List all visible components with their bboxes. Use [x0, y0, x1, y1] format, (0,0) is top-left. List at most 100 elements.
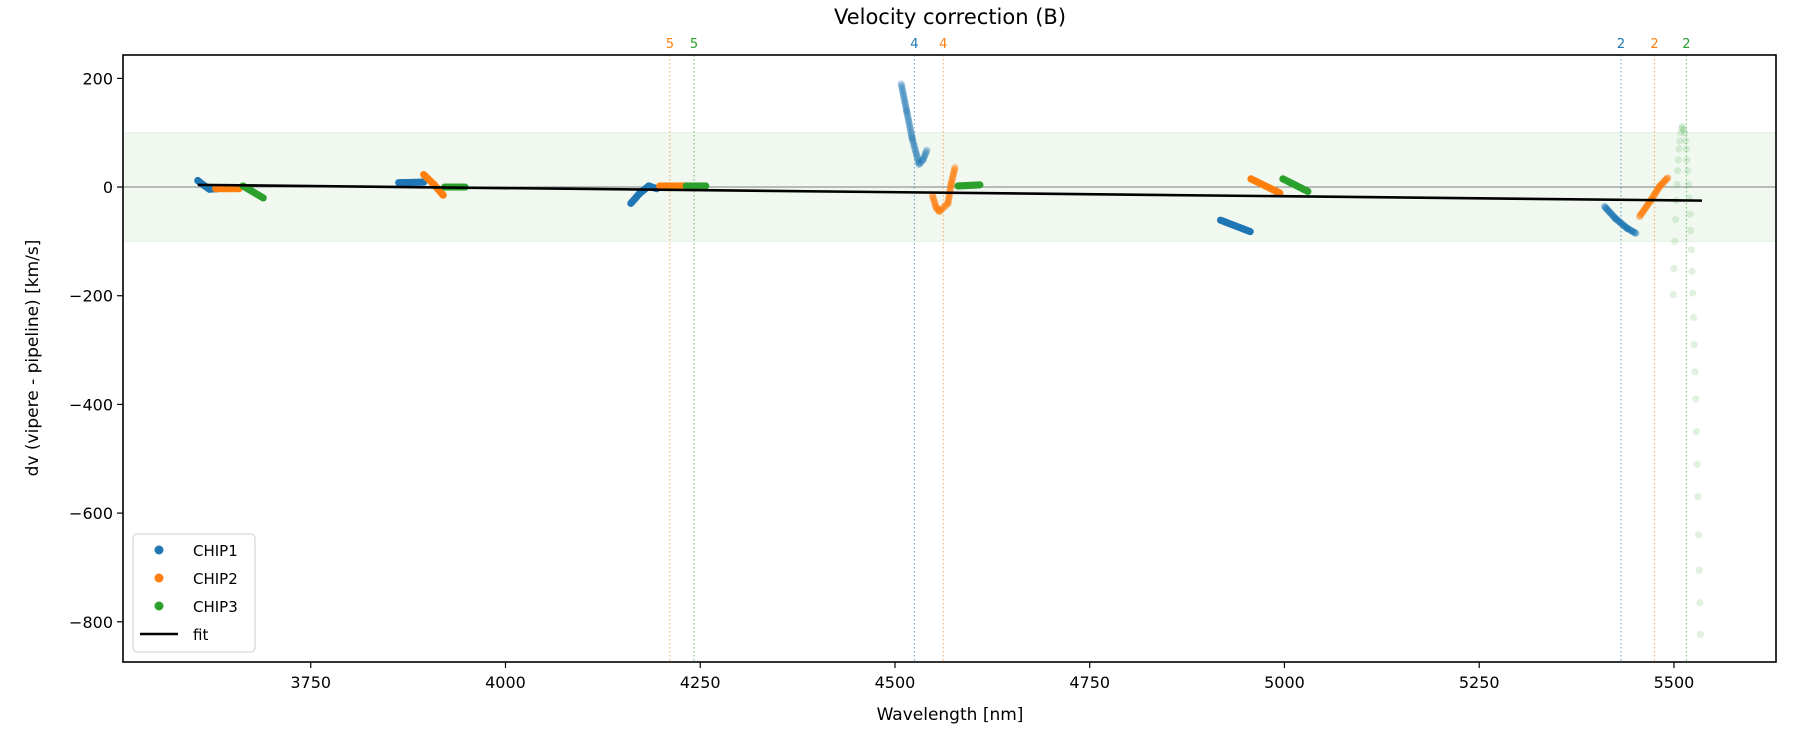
data-point-chip2: [936, 206, 945, 215]
data-point-chip2: [1656, 182, 1664, 190]
data-point-chip1: [915, 160, 923, 168]
data-point-chip3: [1695, 566, 1703, 574]
data-point-chip1: [910, 141, 918, 149]
data-point-chip3: [1687, 245, 1695, 254]
data-point-chip2: [1657, 181, 1665, 189]
data-point-chip3: [1686, 210, 1694, 218]
data-point-chip2: [930, 197, 938, 205]
order-label: 5: [690, 37, 698, 52]
x-tick-label: 5250: [1459, 673, 1500, 692]
data-point-chip2: [1651, 189, 1659, 197]
data-point-chip1: [1609, 212, 1618, 220]
data-point-chip1: [915, 160, 923, 168]
data-point-chip1: [920, 153, 928, 162]
x-axis: 3750 4000 4250 4500 4750 5000 5250 5500: [290, 662, 1694, 692]
x-tick-label: 4250: [680, 673, 721, 692]
data-point-chip3: [1680, 129, 1689, 137]
data-point-chip1: [905, 120, 913, 128]
data-point-chip1: [904, 115, 912, 124]
data-point-chip1: [905, 117, 913, 125]
data-point-chip1: [914, 157, 922, 166]
y-axis: 200 0 −200 −400 −600 −800: [69, 69, 123, 632]
data-point-chip2: [944, 198, 952, 206]
x-tick-label: 3750: [290, 673, 331, 692]
data-point-chip2: [930, 198, 939, 206]
data-point-chip1: [897, 80, 905, 88]
data-point-chip1: [1615, 217, 1623, 225]
data-point-chip2: [950, 168, 958, 176]
data-point-chip2: [933, 205, 941, 213]
data-point-chip2: [1650, 190, 1659, 199]
data-point-chip3: [1683, 156, 1691, 164]
data-point-chip3: [1669, 291, 1677, 299]
fit-line: [197, 183, 1703, 202]
data-point-chip2: [929, 194, 937, 202]
data-point-chip1: [1610, 213, 1619, 222]
data-point-chip1: [901, 100, 909, 108]
legend-marker-chip3: [154, 601, 164, 611]
data-point-chip1: [908, 134, 916, 142]
chart-title: Velocity correction (B): [834, 5, 1066, 29]
data-point-chip2: [951, 163, 959, 172]
data-point-chip1: [1623, 224, 1631, 232]
data-point-chip3: [1690, 341, 1698, 349]
data-point-chip1: [902, 103, 910, 111]
data-point-chip3: [1696, 599, 1704, 607]
data-point-chip1: [1632, 229, 1640, 237]
data-point-chip1: [1629, 228, 1637, 236]
data-point-chip3: [1696, 630, 1705, 638]
data-point-chip2: [1653, 186, 1662, 194]
data-point-chip2: [1658, 180, 1666, 188]
legend-label: CHIP1: [193, 542, 238, 560]
data-point-chip2: [931, 201, 939, 209]
data-point-chip1: [1624, 225, 1633, 233]
data-point-chip1: [1603, 205, 1611, 213]
data-point-chip1: [1617, 219, 1625, 227]
data-point-chip1: [907, 130, 915, 138]
data-point-chip1: [922, 148, 930, 157]
legend-box: [132, 533, 256, 653]
data-point-chip1: [911, 145, 919, 153]
x-tick-label: 4750: [1069, 673, 1110, 692]
data-point-chip3: [1689, 289, 1697, 297]
data-point-chip3: [1682, 145, 1690, 153]
data-point-chip2: [949, 170, 957, 179]
data-point-chip1: [906, 124, 914, 132]
y-axis-label: dv (vipere - pipeline) [km/s]: [23, 240, 43, 477]
data-point-chip1: [1626, 226, 1634, 234]
axes-frame: [122, 54, 1777, 663]
y-tick-label: −200: [69, 287, 113, 306]
data-point-chip1: [909, 137, 917, 145]
data-point-chip3: [1678, 124, 1686, 132]
data-point-chip2: [1654, 184, 1662, 193]
data-point-chip1: [907, 131, 916, 139]
data-point-chip1: [1630, 228, 1639, 237]
data-point-chip1: [1616, 218, 1624, 226]
data-point-chip1: [1627, 226, 1635, 235]
data-point-chip2: [932, 204, 940, 212]
data-point-chip1: [1603, 206, 1612, 214]
data-point-chip1: [899, 88, 907, 96]
data-point-chip2: [940, 203, 948, 212]
data-point-chip2: [1641, 205, 1649, 213]
data-point-chip2: [439, 191, 447, 199]
data-point-chip1: [1620, 222, 1628, 230]
data-point-chip3: [1684, 180, 1693, 188]
data-point-chip1: [912, 151, 921, 159]
data-point-chip3: [1676, 137, 1684, 145]
data-point-chip1: [915, 159, 923, 167]
data-point-chip1: [1604, 207, 1613, 215]
data-point-chip2: [944, 199, 952, 207]
data-point-chip3: [259, 194, 267, 202]
data-point-chip2: [944, 196, 953, 205]
data-point-chip1: [1602, 204, 1610, 212]
data-point-chip1: [903, 108, 911, 117]
data-point-chip1: [911, 146, 920, 155]
data-point-chip1: [903, 111, 912, 119]
data-point-chip1: [906, 123, 914, 131]
data-point-chip1: [902, 104, 910, 112]
data-point-chip2: [1656, 182, 1664, 190]
data-point-chip2: [951, 165, 959, 173]
data-point-chip1: [912, 149, 920, 157]
data-point-chip3: [1691, 368, 1699, 376]
